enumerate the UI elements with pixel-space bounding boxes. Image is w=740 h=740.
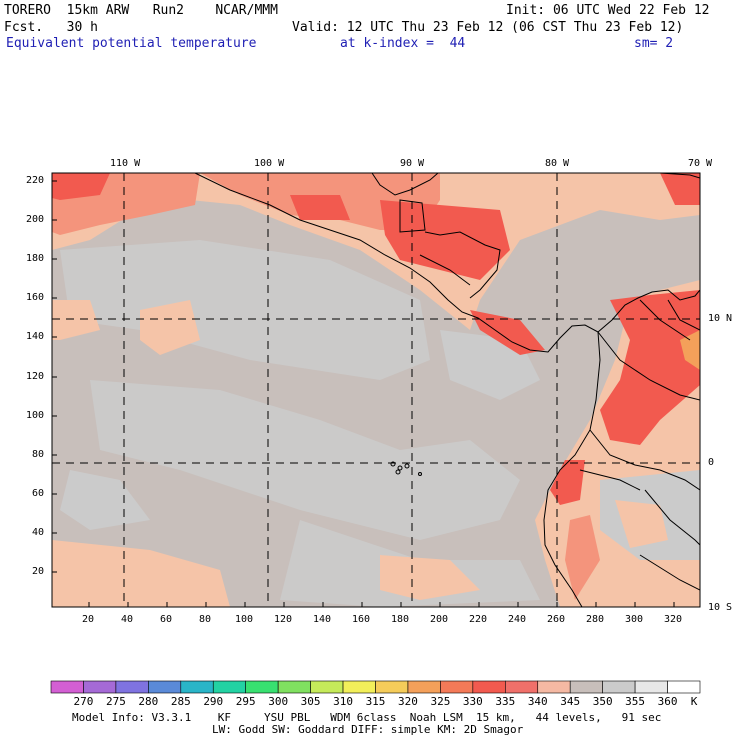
x-index-260: 260	[547, 614, 566, 625]
colorbar	[50, 680, 701, 694]
field-name: Equivalent potential temperature	[6, 36, 257, 51]
x-index-160: 160	[352, 614, 371, 625]
lon-label-110w: 110 W	[110, 158, 141, 169]
x-index-240: 240	[508, 614, 527, 625]
lat-label-10n: 10 N	[708, 313, 733, 324]
x-index-40: 40	[121, 614, 134, 625]
y-index-80: 80	[32, 449, 45, 460]
x-index-100: 100	[235, 614, 254, 625]
colorbar-label: 270	[73, 695, 94, 708]
x-index-60: 60	[160, 614, 173, 625]
galapagos-islands	[390, 461, 422, 476]
smoothing-info: sm= 2	[634, 36, 674, 51]
x-index-280: 280	[586, 614, 605, 625]
colorbar-swatch	[504, 680, 539, 694]
colorbar-swatch	[277, 680, 311, 694]
colorbar-label: 340	[527, 695, 548, 708]
lat-lon-grid	[52, 173, 700, 607]
coastlines	[194, 173, 700, 607]
colorbar-label: 300	[268, 695, 289, 708]
x-index-20: 20	[82, 614, 95, 625]
colorbar-swatch	[602, 680, 636, 694]
colorbar-swatch	[310, 680, 344, 694]
forecast-hour: Fcst. 30 h	[4, 20, 98, 35]
colorbar-label: 360	[657, 695, 678, 708]
map-field	[52, 173, 700, 607]
colorbar-label: 285	[170, 695, 191, 708]
colorbar-swatch	[342, 680, 376, 694]
colorbar-label: 345	[560, 695, 581, 708]
colorbar-swatch	[569, 680, 603, 694]
model-title: TORERO 15km ARW Run2 NCAR/MMM	[4, 3, 278, 18]
lon-label-100w: 100 W	[254, 158, 285, 169]
x-index-180: 180	[391, 614, 410, 625]
colorbar-label: 290	[203, 695, 224, 708]
colorbar-swatch	[375, 680, 409, 694]
colorbar-label: 305	[300, 695, 321, 708]
physics-info: LW: Godd SW: Goddard DIFF: simple KM: 2D…	[212, 723, 524, 736]
colorbar-swatch	[148, 680, 182, 694]
colorbar-label: 295	[235, 695, 256, 708]
y-index-160: 160	[26, 292, 45, 303]
colorbar-label: 350	[592, 695, 613, 708]
lon-label-70w: 70 W	[688, 158, 713, 169]
y-index-100: 100	[26, 410, 45, 421]
lat-label-0: 0	[708, 457, 715, 468]
colorbar-swatch	[50, 680, 84, 694]
x-index-120: 120	[274, 614, 293, 625]
colorbar-swatch	[634, 680, 668, 694]
lon-label-80w: 80 W	[545, 158, 570, 169]
x-index-200: 200	[430, 614, 449, 625]
colorbar-label: 275	[105, 695, 126, 708]
colorbar-swatch	[407, 680, 441, 694]
colorbar-label: 325	[430, 695, 451, 708]
y-index-120: 120	[26, 371, 45, 382]
lon-label-90w: 90 W	[400, 158, 425, 169]
colorbar-swatch	[180, 680, 214, 694]
colorbar-swatch	[667, 680, 701, 694]
left-tick-marks	[52, 180, 57, 573]
init-time: Init: 06 UTC Wed 22 Feb 12	[506, 3, 710, 18]
x-index-80: 80	[199, 614, 212, 625]
model-info: Model Info: V3.3.1 KF YSU PBL WDM 6class…	[72, 711, 662, 724]
colorbar-swatch	[83, 680, 117, 694]
colorbar-swatch	[440, 680, 474, 694]
bottom-tick-marks	[88, 602, 675, 607]
colorbar-unit: K	[690, 695, 698, 708]
colorbar-swatch	[245, 680, 279, 694]
colorbar-label: 310	[333, 695, 353, 708]
colorbar-swatch	[537, 680, 571, 694]
colorbar-label: 320	[398, 695, 418, 708]
colorbar-swatch	[472, 680, 506, 694]
y-index-220: 220	[26, 175, 45, 186]
colorbar-label: 355	[625, 695, 646, 708]
y-index-180: 180	[26, 253, 45, 264]
lat-label-10s: 10 S	[708, 602, 733, 613]
colorbar-label: 335	[495, 695, 516, 708]
y-index-60: 60	[32, 488, 45, 499]
y-index-40: 40	[32, 527, 45, 538]
y-index-200: 200	[26, 214, 45, 225]
colorbar-swatch	[115, 680, 149, 694]
x-index-140: 140	[313, 614, 332, 625]
x-index-300: 300	[625, 614, 644, 625]
map-frame	[51, 172, 701, 608]
y-index-20: 20	[32, 566, 45, 577]
x-index-220: 220	[469, 614, 488, 625]
colorbar-label: 280	[138, 695, 159, 708]
colorbar-label: 315	[365, 695, 386, 708]
colorbar-swatch	[212, 680, 247, 694]
colorbar-label: 330	[462, 695, 483, 708]
x-index-320: 320	[664, 614, 683, 625]
y-index-140: 140	[26, 331, 45, 342]
valid-time: Valid: 12 UTC Thu 23 Feb 12 (06 CST Thu …	[292, 20, 684, 35]
level-info: at k-index = 44	[340, 36, 466, 51]
